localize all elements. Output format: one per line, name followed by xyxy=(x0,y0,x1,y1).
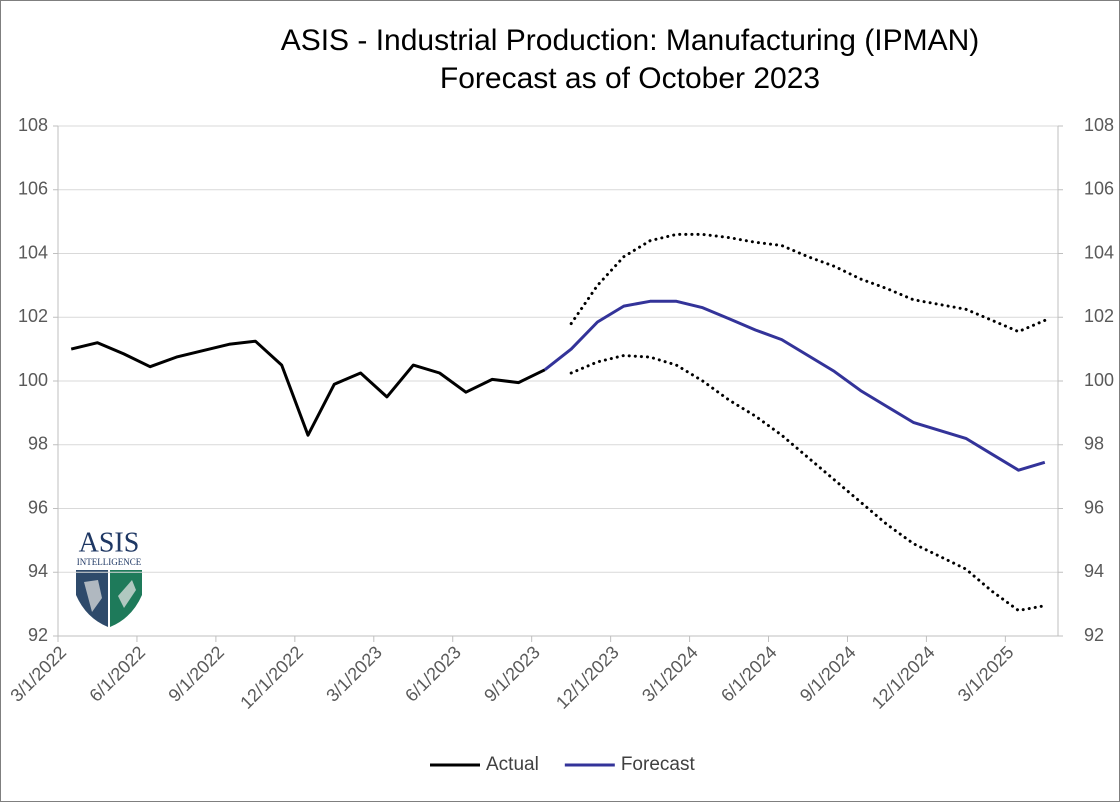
y2-tick-label: 98 xyxy=(1084,434,1104,454)
y-tick-label: 96 xyxy=(28,497,48,517)
logo-name: ASIS xyxy=(79,527,140,558)
y2-tick-label: 102 xyxy=(1084,306,1114,326)
logo-icon xyxy=(118,580,136,608)
y-tick-label: 108 xyxy=(18,115,48,135)
y2-tick-label: 92 xyxy=(1084,625,1104,645)
y2-tick-label: 96 xyxy=(1084,497,1104,517)
chart-subtitle: Forecast as of October 2023 xyxy=(440,62,820,95)
bound-line xyxy=(569,232,1047,334)
y-tick-label: 100 xyxy=(18,370,48,390)
y-tick-label: 98 xyxy=(28,434,48,454)
series-line xyxy=(543,299,1046,472)
y-tick-label: 106 xyxy=(18,179,48,199)
logo: ASIS INTELLIGENCE xyxy=(76,527,142,627)
bound-line xyxy=(569,354,1047,612)
legend-label: Forecast xyxy=(621,754,696,775)
logo-icon xyxy=(84,580,102,612)
y2-tick-label: 106 xyxy=(1084,179,1114,199)
legend-label: Actual xyxy=(486,754,539,775)
y2-tick-label: 104 xyxy=(1084,242,1114,262)
y2-tick-label: 94 xyxy=(1084,561,1104,581)
y-tick-label: 102 xyxy=(18,306,48,326)
y2-tick-label: 108 xyxy=(1084,115,1114,135)
y-tick-label: 104 xyxy=(18,242,48,262)
series-line xyxy=(70,339,546,437)
logo-tagline: INTELLIGENCE xyxy=(77,557,142,567)
y2-tick-label: 100 xyxy=(1084,370,1114,390)
y-tick-label: 92 xyxy=(28,625,48,645)
y-tick-label: 94 xyxy=(28,561,48,581)
chart-title: ASIS - Industrial Production: Manufactur… xyxy=(281,24,980,57)
